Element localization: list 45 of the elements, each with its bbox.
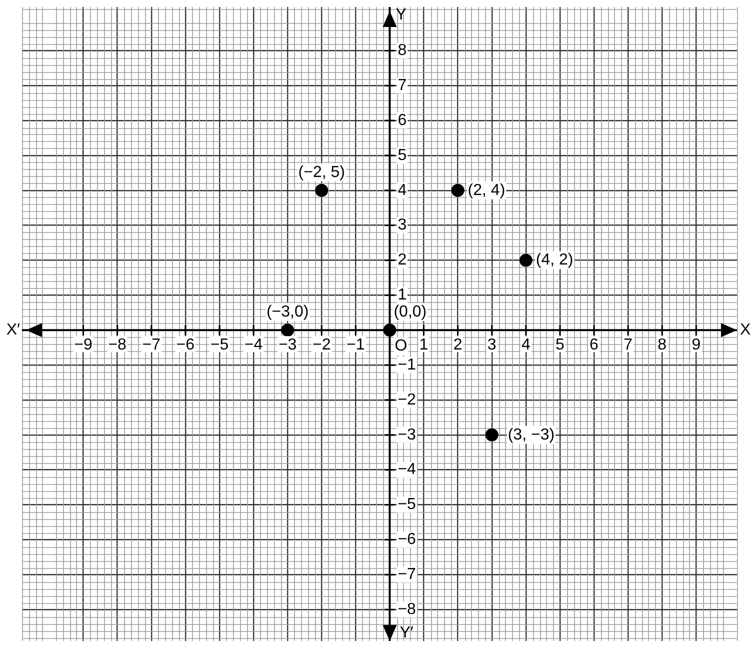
x-tick-label: 3 <box>487 336 496 354</box>
x-tick-label: −8 <box>108 336 127 354</box>
x-tick-label: −5 <box>210 336 229 354</box>
annotation: O <box>394 338 408 355</box>
y-tick-label: 4 <box>398 182 407 199</box>
x-tick-label: 4 <box>521 336 530 354</box>
x-tick-label: 9 <box>692 336 701 354</box>
y-tick-label: −4 <box>398 461 416 478</box>
y-axis-title: Y <box>396 6 407 24</box>
annotation: (0,0) <box>394 304 427 321</box>
text: X′ <box>6 322 20 339</box>
y-tick-label: −7 <box>398 566 416 584</box>
annotation: (2, 4) <box>468 182 506 199</box>
x-tick-label: −1 <box>346 336 365 354</box>
x-tick-label: −6 <box>176 336 195 354</box>
annotation: (−2, 5) <box>298 164 345 181</box>
annotation: (3, −3) <box>508 426 555 444</box>
x-tick-label: −4 <box>244 336 263 354</box>
x-tick-label: 6 <box>590 336 599 354</box>
annotation: (4, 2) <box>536 252 574 269</box>
x-tick-label: −7 <box>142 336 161 354</box>
y-tick-label: −1 <box>398 356 416 374</box>
x-axis-title: X <box>740 322 751 339</box>
annotation: Y′ <box>400 624 414 642</box>
y-tick-label: 5 <box>398 146 407 164</box>
x-tick-label: 8 <box>658 336 667 354</box>
y-tick-label: 8 <box>398 42 407 60</box>
annotation: (−3,0) <box>266 304 309 321</box>
x-tick-label: 1 <box>419 336 428 354</box>
y-tick-label: 6 <box>398 112 407 129</box>
x-tick-label: 2 <box>453 336 462 354</box>
x-tick-label: 7 <box>624 336 633 354</box>
y-tick-label: 2 <box>398 252 407 269</box>
y-tick-label: 1 <box>398 286 407 304</box>
x-tick-label: −3 <box>278 336 297 354</box>
y-tick-label: 3 <box>398 216 407 234</box>
x-tick-label: 5 <box>556 336 564 354</box>
y-tick-label: −2 <box>398 391 416 408</box>
y-tick-label: −5 <box>398 496 416 514</box>
y-tick-label: −3 <box>398 426 416 444</box>
y-tick-label: 7 <box>398 77 407 94</box>
x-tick-label: −2 <box>312 336 331 354</box>
x-tick-label: −9 <box>74 336 93 354</box>
y-tick-label: −8 <box>398 600 416 618</box>
y-tick-label: −6 <box>398 531 416 548</box>
